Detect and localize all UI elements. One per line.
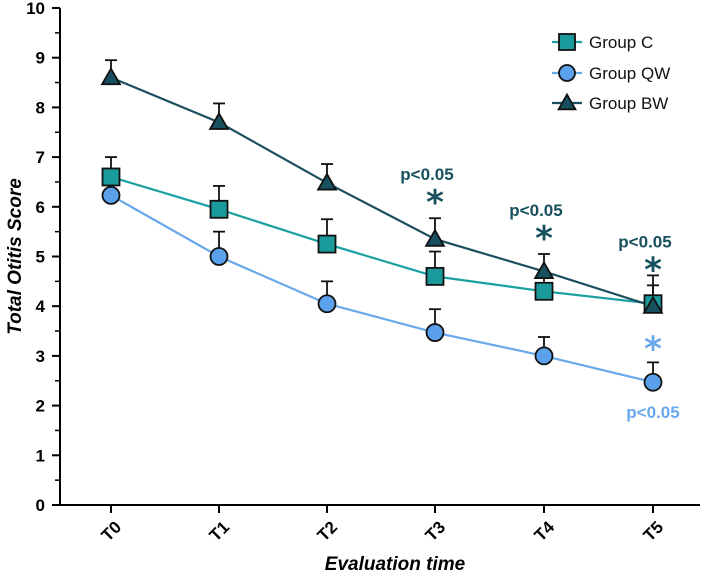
data-point-group-qw xyxy=(209,247,229,266)
data-point-group-c xyxy=(425,266,445,286)
data-point-group-bw xyxy=(208,111,230,130)
y-tick-label: 9 xyxy=(36,49,45,68)
y-tick-label: 4 xyxy=(36,297,46,316)
legend: Group C Group QW Group BW xyxy=(552,33,670,113)
legend-marker xyxy=(558,64,576,82)
series-line-group-bw xyxy=(110,76,654,308)
y-axis-title: Total Otitis Score xyxy=(5,178,26,335)
x-tick-label: T0 xyxy=(98,518,125,545)
series-line-group-qw xyxy=(110,194,654,384)
data-point-group-c xyxy=(534,281,554,301)
significance-star: * xyxy=(535,219,553,259)
significance-label: p<0.05 xyxy=(626,403,679,422)
data-point-group-bw xyxy=(424,228,446,247)
y-tick-label: 2 xyxy=(36,397,45,416)
legend-label: Group BW xyxy=(589,94,668,113)
data-point-group-qw xyxy=(425,323,445,342)
y-tick-label: 7 xyxy=(36,148,45,167)
significance-label: p<0.05 xyxy=(618,232,671,251)
data-point-group-bw xyxy=(100,66,122,86)
y-tick-label: 6 xyxy=(36,198,45,217)
significance-star: * xyxy=(426,183,444,223)
data-point-group-c xyxy=(317,234,337,254)
significance-star: * xyxy=(644,250,662,290)
data-point-group-c xyxy=(209,199,229,219)
significance-star: * xyxy=(644,329,662,369)
legend-marker xyxy=(557,92,577,111)
x-axis-title: Evaluation time xyxy=(325,554,466,575)
y-tick-label: 8 xyxy=(36,98,45,117)
legend-label: Group C xyxy=(589,33,653,52)
data-point-group-bw xyxy=(642,295,664,314)
data-point-group-bw xyxy=(316,172,338,191)
significance-label: p<0.05 xyxy=(400,165,453,184)
x-tick-label: T4 xyxy=(531,517,559,545)
y-tick-label: 10 xyxy=(26,0,45,18)
y-tick-label: 3 xyxy=(36,347,45,366)
data-point-group-qw xyxy=(317,294,337,314)
x-tick-label: T3 xyxy=(422,518,449,545)
y-tick-label: 5 xyxy=(36,248,45,267)
data-point-group-qw xyxy=(643,372,663,392)
data-point-group-c xyxy=(101,167,121,187)
legend-label: Group QW xyxy=(589,64,670,83)
series-line-group-c xyxy=(110,175,654,305)
data-point-group-qw xyxy=(534,346,554,366)
significance-label: p<0.05 xyxy=(509,201,562,220)
data-point-group-bw xyxy=(533,260,555,280)
x-tick-label: T1 xyxy=(206,518,233,545)
y-tick-label: 0 xyxy=(36,496,45,515)
x-tick-label: T5 xyxy=(640,518,667,545)
y-tick-label: 1 xyxy=(36,446,45,465)
legend-marker xyxy=(558,33,576,51)
data-point-group-qw xyxy=(101,185,121,205)
x-tick-label: T2 xyxy=(314,518,341,545)
